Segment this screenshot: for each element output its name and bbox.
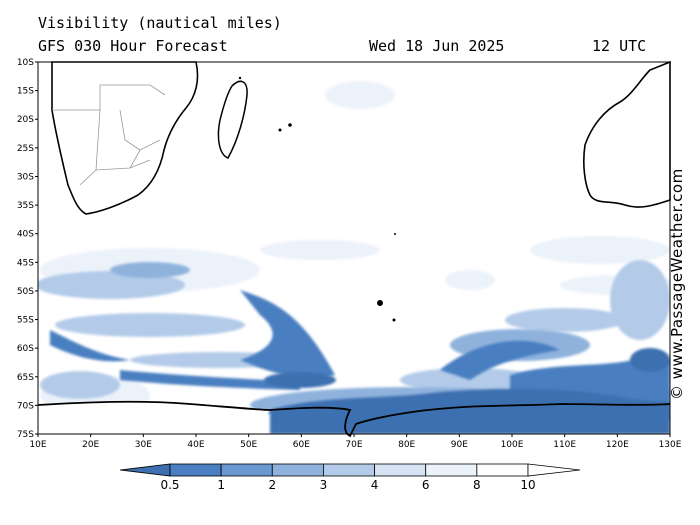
lat-label: 15S — [17, 87, 34, 97]
antarctica-coastline — [37, 400, 671, 438]
lon-label: 130E — [659, 440, 682, 450]
longitude-axis: 10E 20E 30E 40E 50E 60E 70E 80E 90E 100E 110E 120E 1… — [29, 434, 682, 450]
colorbar-segment — [169, 463, 222, 477]
lon-label: 60E — [293, 440, 310, 450]
lon-label: 90E — [451, 440, 468, 450]
colorbar-segment — [323, 463, 375, 477]
colorbar-right-arrow — [527, 463, 581, 477]
lon-label: 30E — [135, 440, 152, 450]
visibility-colorbar: 0.5 1 2 3 4 6 8 10 — [119, 463, 581, 492]
forecast-time: 12 UTC — [592, 37, 647, 55]
lon-label: 10E — [29, 440, 46, 450]
visibility-field — [38, 81, 670, 434]
credit-text: © www.PassageWeather.com — [668, 168, 686, 400]
colorbar-label: 6 — [422, 478, 430, 492]
lat-label: 70S — [17, 401, 34, 411]
colorbar-segment — [425, 463, 478, 477]
lat-label: 40S — [17, 230, 34, 240]
lat-label: 75S — [17, 430, 34, 440]
colorbar-segment — [374, 463, 427, 477]
colorbar-label: 4 — [371, 478, 379, 492]
lon-label: 40E — [187, 440, 204, 450]
colorbar-segment — [476, 463, 529, 477]
lon-label: 100E — [501, 440, 524, 450]
colorbar-label: 1 — [217, 478, 225, 492]
lat-label: 30S — [17, 172, 34, 182]
lat-label: 55S — [17, 316, 34, 326]
lat-label: 45S — [17, 258, 34, 268]
colorbar-label: 2 — [268, 478, 276, 492]
lat-label: 60S — [17, 344, 34, 354]
lon-label: 80E — [398, 440, 415, 450]
model-label: GFS 030 Hour Forecast — [38, 37, 228, 55]
colorbar-label: 10 — [520, 478, 535, 492]
lat-label: 20S — [17, 115, 34, 125]
colorbar-segment — [220, 463, 273, 477]
lat-label: 25S — [17, 144, 34, 154]
country-borders — [52, 84, 166, 186]
colorbar-label: 0.5 — [160, 478, 179, 492]
colorbar-label: 8 — [473, 478, 481, 492]
lat-label: 65S — [17, 373, 34, 383]
australia-coastline — [583, 60, 671, 208]
lat-label: 10S — [17, 58, 34, 68]
small-islands — [238, 76, 396, 322]
madagascar-island — [217, 80, 248, 159]
colorbar-label: 3 — [320, 478, 328, 492]
lat-label: 50S — [17, 287, 34, 297]
lon-label: 20E — [82, 440, 99, 450]
forecast-date: Wed 18 Jun 2025 — [369, 37, 505, 55]
lon-label: 120E — [606, 440, 629, 450]
colorbar-segment — [271, 463, 324, 477]
colorbar-left-arrow — [119, 463, 171, 477]
lon-label: 110E — [553, 440, 576, 450]
lon-label: 50E — [240, 440, 257, 450]
lat-label: 35S — [17, 201, 34, 211]
map-title: Visibility (nautical miles) — [38, 14, 282, 32]
latitude-axis: 10S 15S 20S 25S 30S 35S 40S 45S 50S 55S 60S 65S 70S 7… — [17, 58, 38, 440]
lon-label: 70E — [345, 440, 362, 450]
